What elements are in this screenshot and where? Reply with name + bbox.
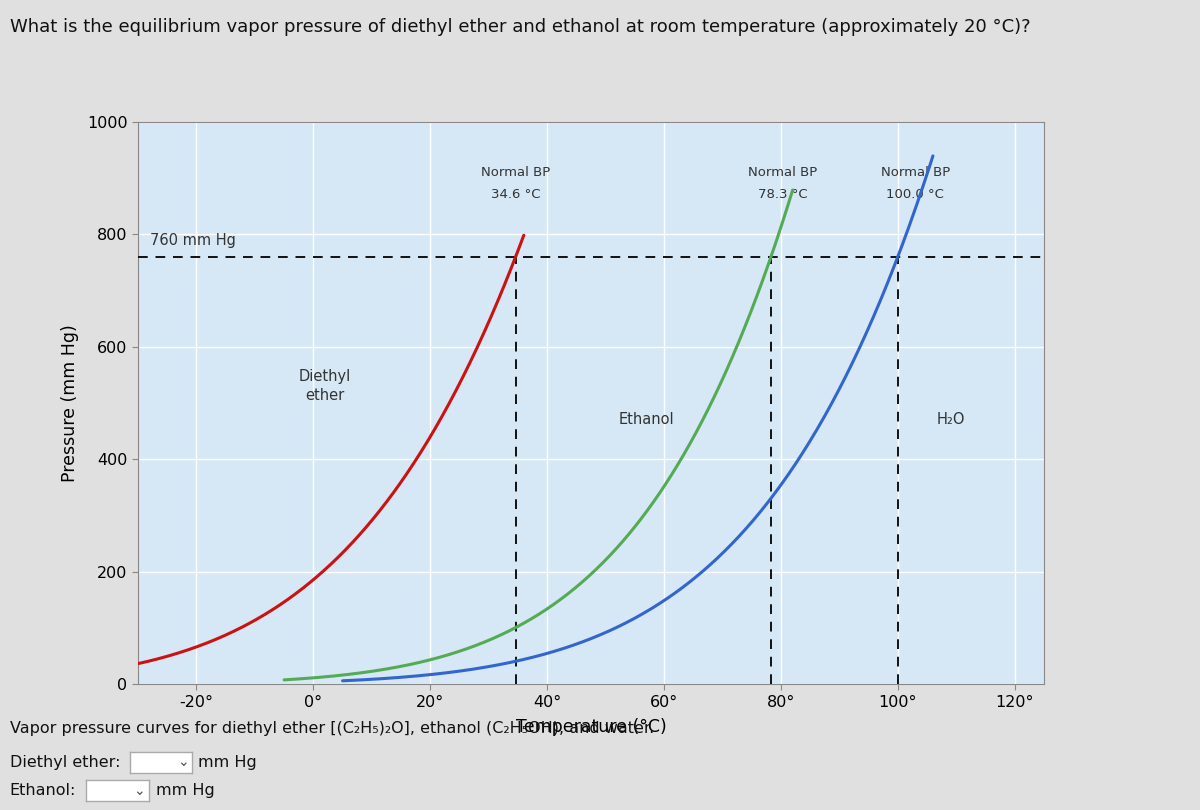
Text: Normal BP: Normal BP [748, 166, 817, 179]
X-axis label: Temperature (°C): Temperature (°C) [516, 718, 666, 736]
Text: 34.6 °C: 34.6 °C [491, 188, 540, 201]
Text: Ethanol: Ethanol [619, 412, 674, 428]
Text: 760 mm Hg: 760 mm Hg [150, 233, 235, 248]
Text: Ethanol:: Ethanol: [10, 783, 76, 799]
Text: Diethyl
ether: Diethyl ether [299, 369, 352, 403]
Text: mm Hg: mm Hg [198, 755, 257, 770]
Text: H₂O: H₂O [936, 412, 965, 428]
Y-axis label: Pressure (mm Hg): Pressure (mm Hg) [61, 324, 79, 482]
Text: Normal BP: Normal BP [881, 166, 950, 179]
Text: Normal BP: Normal BP [481, 166, 551, 179]
Text: ⌄: ⌄ [176, 755, 188, 770]
Text: ⌄: ⌄ [133, 783, 145, 798]
Text: Diethyl ether:: Diethyl ether: [10, 755, 120, 770]
Text: What is the equilibrium vapor pressure of diethyl ether and ethanol at room temp: What is the equilibrium vapor pressure o… [10, 18, 1031, 36]
Text: mm Hg: mm Hg [156, 783, 215, 799]
Text: Vapor pressure curves for diethyl ether [(C₂H₅)₂O], ethanol (C₂H₅OH), and water.: Vapor pressure curves for diethyl ether … [10, 721, 654, 736]
Text: 100.0 °C: 100.0 °C [887, 188, 944, 201]
Text: 78.3 °C: 78.3 °C [758, 188, 808, 201]
